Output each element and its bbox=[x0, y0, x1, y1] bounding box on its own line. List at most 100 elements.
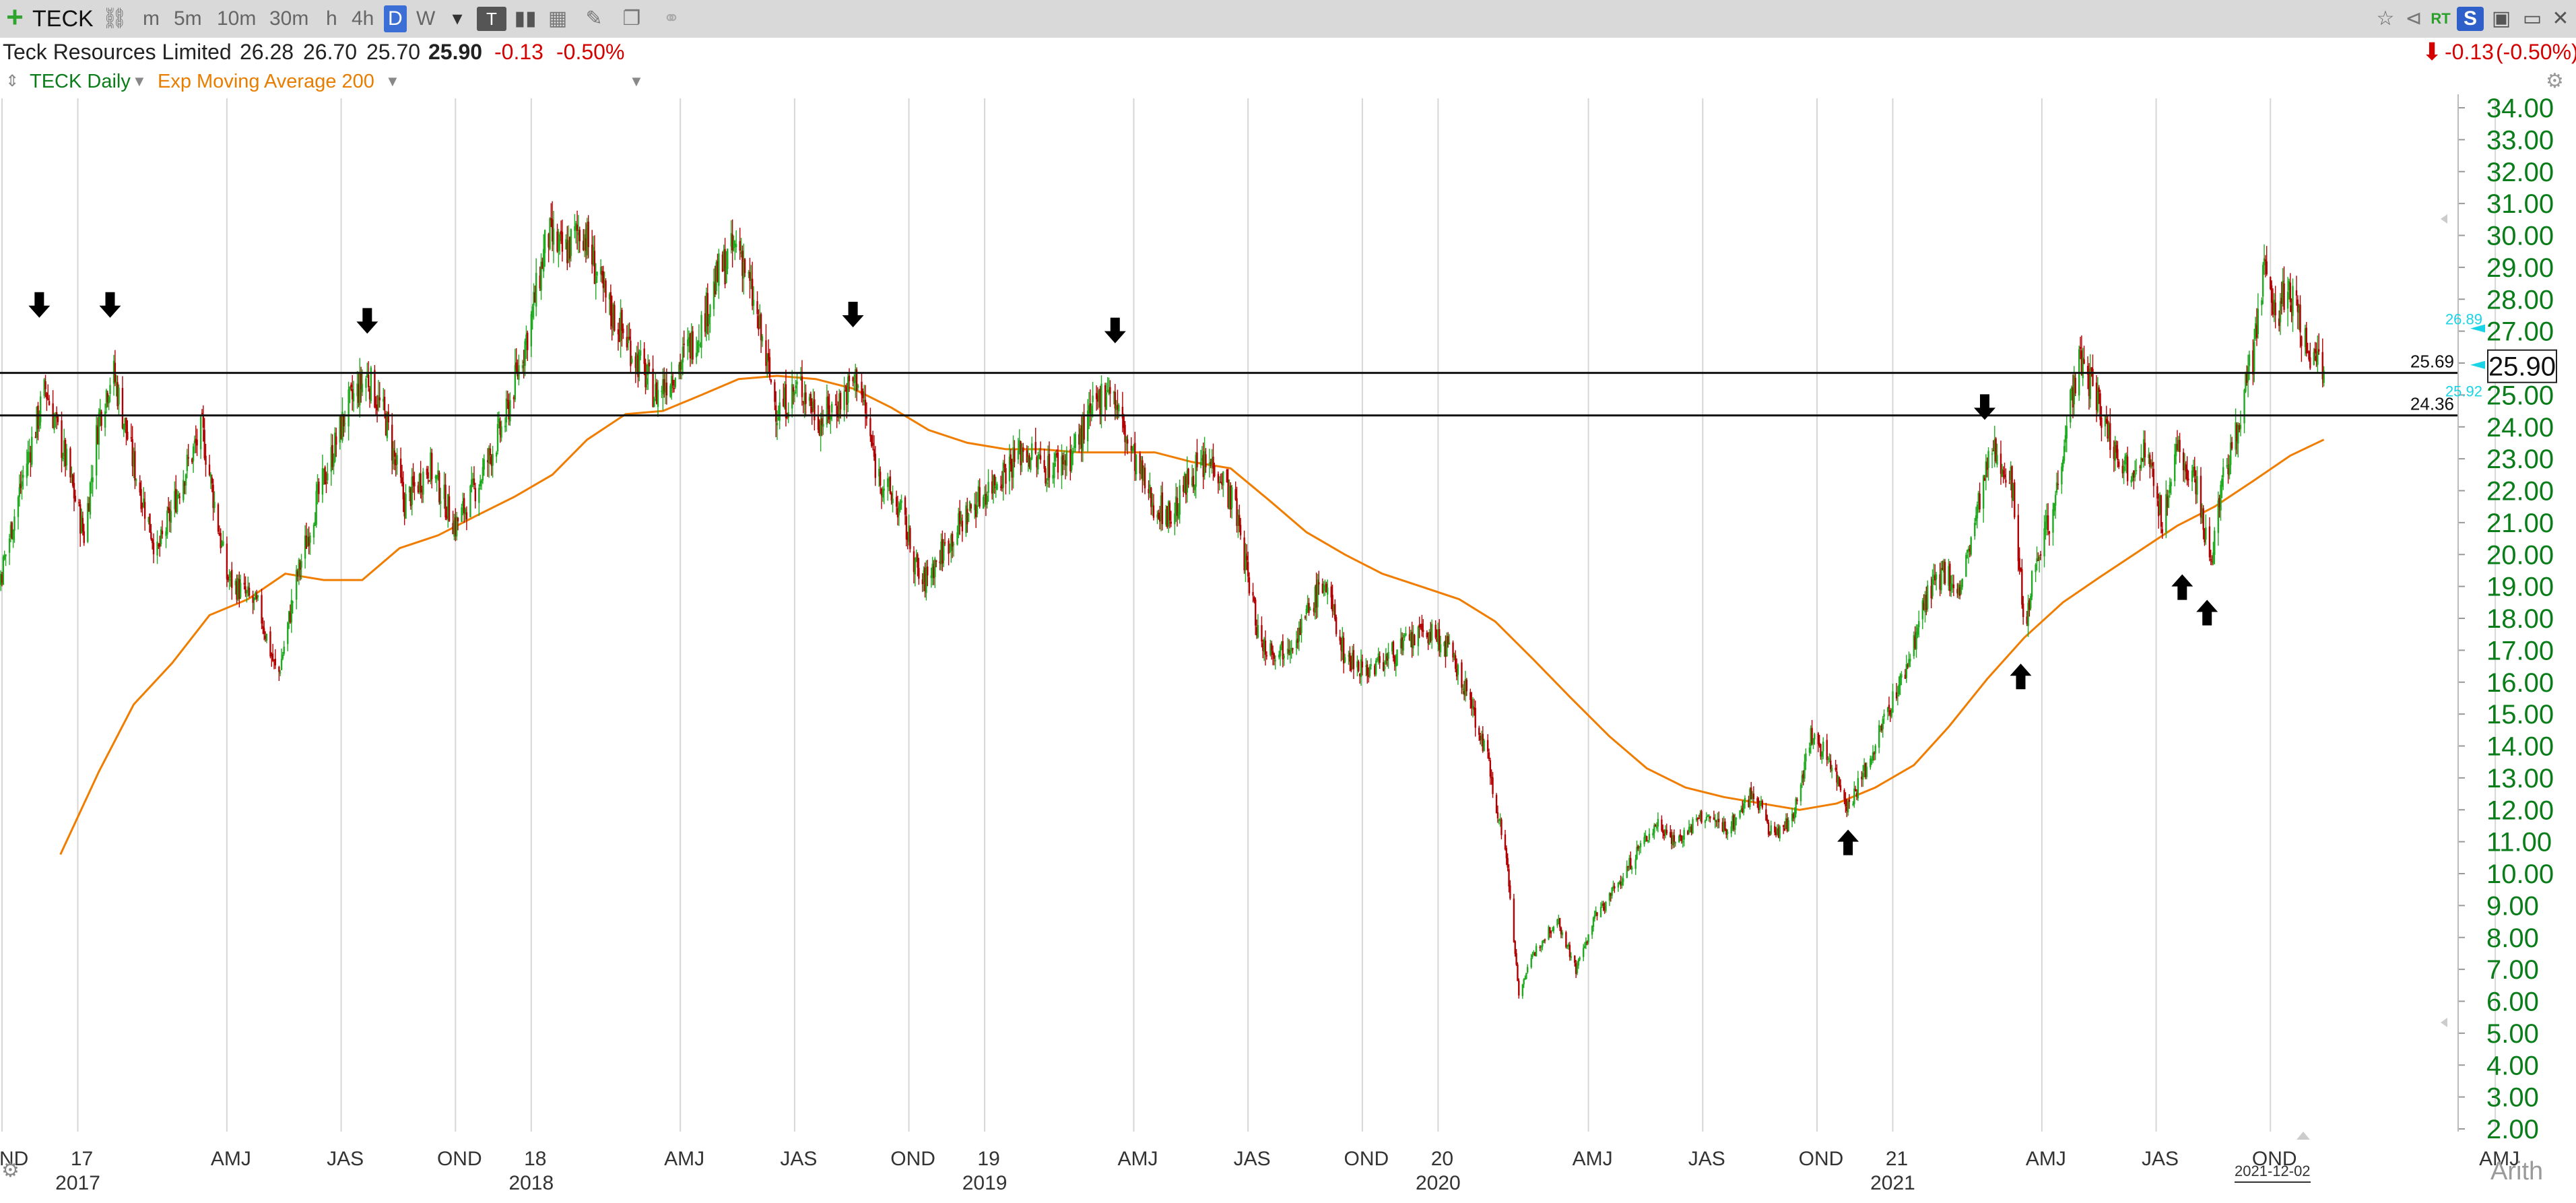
candle-body bbox=[78, 502, 80, 504]
symbol-field[interactable]: TECK bbox=[32, 6, 94, 32]
candle-body bbox=[1193, 485, 1196, 490]
interval-d[interactable]: D bbox=[384, 5, 407, 32]
candle-body bbox=[1944, 562, 1946, 584]
candle-body bbox=[2061, 466, 2063, 485]
candle-body bbox=[1205, 454, 1207, 467]
pin-icon[interactable]: ⊲ bbox=[2405, 7, 2422, 30]
candle-body bbox=[80, 515, 83, 533]
share-icon[interactable]: ⚭ bbox=[663, 7, 680, 30]
candle-body bbox=[1309, 608, 1311, 611]
candle-body bbox=[366, 372, 368, 377]
candle-body bbox=[820, 420, 822, 436]
candle-body bbox=[1802, 774, 1804, 779]
link-icon[interactable]: ⛓ bbox=[101, 7, 128, 30]
candle-body bbox=[412, 476, 414, 486]
candle-body bbox=[46, 393, 48, 399]
candle-body bbox=[17, 496, 20, 517]
candle-body bbox=[98, 412, 100, 445]
candle-body bbox=[1665, 830, 1667, 834]
candle-body bbox=[1777, 828, 1780, 838]
candle-body bbox=[744, 259, 746, 273]
candle-body bbox=[1443, 642, 1445, 647]
ema-line-layer bbox=[59, 375, 2325, 855]
candle-body bbox=[2047, 515, 2049, 530]
s-badge[interactable]: S bbox=[2457, 7, 2484, 31]
study-label[interactable]: Exp Moving Average 200 bbox=[158, 71, 374, 92]
window-icon[interactable]: ❐ bbox=[622, 7, 641, 30]
candle-body bbox=[1046, 482, 1048, 484]
corner-icon[interactable]: ⚙ bbox=[1, 1159, 20, 1181]
candle-body bbox=[1342, 636, 1344, 652]
x-year-label: 2021 bbox=[1870, 1172, 1915, 1194]
candle-body bbox=[1187, 468, 1189, 485]
candle-body bbox=[2090, 367, 2092, 371]
interval-10m[interactable]: 10m bbox=[217, 7, 257, 30]
panel-dropdown-icon[interactable]: ▼ bbox=[629, 73, 644, 90]
minimize-icon[interactable]: ▭ bbox=[2522, 7, 2542, 30]
candle-body bbox=[1533, 952, 1535, 956]
candle-body bbox=[927, 566, 929, 576]
candle-body bbox=[89, 482, 92, 515]
candle-body bbox=[1915, 632, 1917, 649]
settings-icon[interactable]: ⚙ bbox=[2546, 70, 2564, 92]
bar-chart-icon[interactable]: ▮▮ bbox=[514, 7, 537, 30]
candle-body bbox=[2152, 469, 2155, 486]
candle-body bbox=[609, 292, 612, 316]
candle-body bbox=[356, 383, 358, 397]
candle-body bbox=[1160, 495, 1162, 521]
interval-w[interactable]: W bbox=[416, 7, 436, 30]
candle-body bbox=[1895, 692, 1898, 698]
last-price-label: 25.90 bbox=[2488, 352, 2556, 382]
candle-body bbox=[2021, 568, 2023, 605]
candle-body bbox=[202, 415, 205, 428]
candle-body bbox=[531, 306, 533, 318]
candle-body bbox=[282, 654, 284, 659]
candle-body bbox=[478, 488, 480, 503]
interval-4h[interactable]: 4h bbox=[352, 7, 374, 30]
interval-5m[interactable]: 5m bbox=[174, 7, 202, 30]
study-dropdown-icon[interactable]: ▼ bbox=[385, 73, 400, 90]
candle-body bbox=[948, 540, 950, 554]
candle-body bbox=[2062, 459, 2064, 467]
candle-body bbox=[942, 539, 944, 564]
save-icon[interactable]: ▣ bbox=[2491, 7, 2511, 30]
interval-h[interactable]: h bbox=[326, 7, 337, 30]
pencil-icon[interactable]: ✎ bbox=[585, 7, 603, 30]
candle-body bbox=[1339, 636, 1341, 641]
rt-badge[interactable]: RT bbox=[2431, 10, 2451, 27]
candle-body bbox=[53, 418, 55, 430]
candle-body bbox=[713, 281, 715, 309]
close-icon[interactable]: ✕ bbox=[2552, 7, 2569, 30]
scale-mode-label[interactable]: Arith bbox=[2490, 1157, 2544, 1185]
candle-body bbox=[2052, 509, 2054, 533]
candle-body bbox=[1934, 575, 1936, 581]
candle-body bbox=[566, 242, 568, 263]
candle-body bbox=[305, 535, 308, 549]
candle-body bbox=[1448, 642, 1451, 645]
candle-body bbox=[115, 382, 117, 383]
star-icon[interactable]: ☆ bbox=[2376, 7, 2395, 30]
drag-handle-icon[interactable]: ⇕ bbox=[5, 72, 20, 90]
y-tick-label: 30.00 bbox=[2486, 222, 2554, 251]
candle-body bbox=[966, 509, 968, 525]
candle-body bbox=[950, 535, 952, 551]
text-tool-icon[interactable]: T bbox=[477, 7, 506, 31]
series-label[interactable]: TECK Daily bbox=[30, 71, 131, 92]
candle-body bbox=[1742, 803, 1745, 813]
interval-m[interactable]: m bbox=[143, 7, 160, 30]
candle-body bbox=[1634, 859, 1637, 869]
grid-icon[interactable]: ▦ bbox=[548, 7, 568, 30]
candle-body bbox=[261, 595, 263, 624]
candle-body bbox=[1627, 866, 1629, 868]
candle-body bbox=[1395, 663, 1397, 667]
candle-body bbox=[1690, 826, 1692, 833]
interval-dropdown-icon[interactable]: ▾ bbox=[452, 7, 463, 30]
candle-body bbox=[1556, 919, 1558, 925]
candle-body bbox=[1725, 829, 1727, 835]
candle-body bbox=[2026, 616, 2028, 624]
series-dropdown-icon[interactable]: ▼ bbox=[132, 73, 147, 90]
candle-body bbox=[1811, 727, 1813, 744]
candle-body bbox=[1995, 438, 1997, 461]
interval-30m[interactable]: 30m bbox=[269, 7, 309, 30]
